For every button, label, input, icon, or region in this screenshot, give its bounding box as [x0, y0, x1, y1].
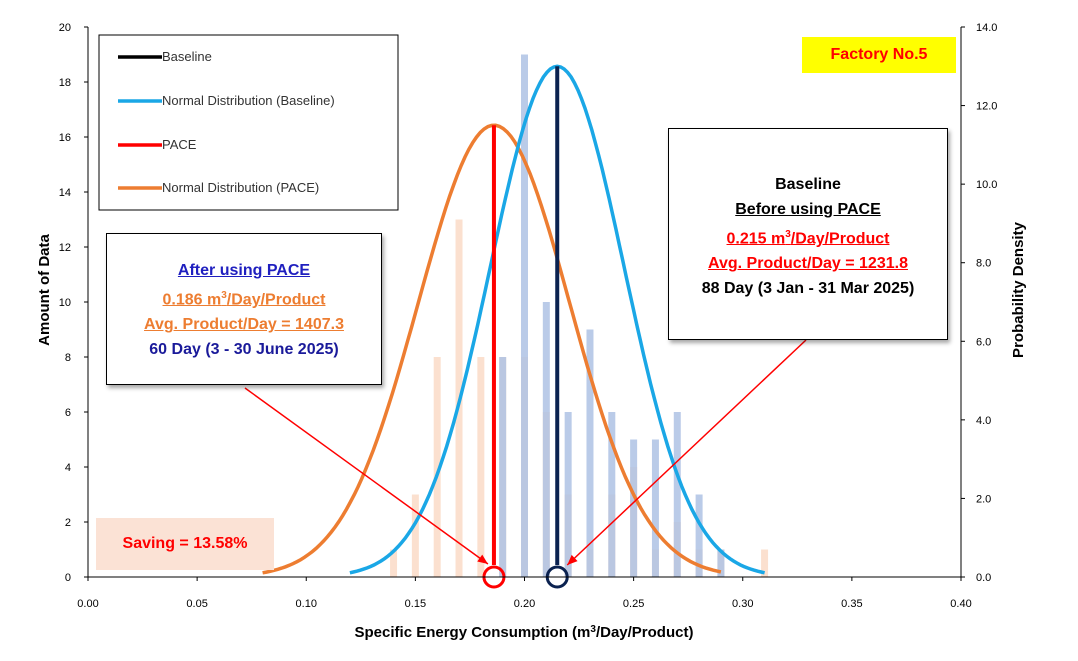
- baseline-subtitle: Before using PACE: [735, 201, 881, 218]
- y-tick-label: 10: [59, 297, 71, 309]
- arrow-baseline: [566, 339, 807, 566]
- x-tick-label: 0.25: [623, 598, 644, 610]
- factory-label: Factory No.5: [802, 37, 956, 73]
- axes: [84, 26, 965, 581]
- y2-tick-label: 4.0: [976, 415, 991, 427]
- y2-tick-label: 6.0: [976, 336, 991, 348]
- y-tick-label: 6: [65, 407, 71, 419]
- pace-bar: [433, 357, 441, 577]
- baseline-bar: [608, 412, 616, 577]
- y2-tick-label: 8.0: [976, 258, 991, 270]
- baseline-bar: [542, 302, 550, 577]
- baseline-box: Baseline Before using PACE 0.215 m3/Day/…: [668, 128, 948, 340]
- y-axis-title: Amount of Data: [36, 234, 53, 346]
- saving-label: Saving = 13.58%: [96, 518, 274, 570]
- x-tick-label: 0.20: [514, 598, 535, 610]
- baseline-bar: [499, 357, 507, 577]
- legend-label-normal-baseline: Normal Distribution (Baseline): [162, 93, 335, 108]
- baseline-title: Baseline: [775, 176, 841, 193]
- arrow-after-head: [477, 554, 488, 564]
- after-sec: 0.186 m3/Day/Product: [162, 290, 326, 309]
- x-tick-label: 0.15: [405, 598, 426, 610]
- y-tick-label: 4: [65, 462, 71, 474]
- y-tick-label: 2: [65, 517, 71, 529]
- y2-tick-label: 14.0: [976, 22, 997, 34]
- legend: Baseline Normal Distribution (Baseline) …: [98, 34, 399, 211]
- y-tick-label: 16: [59, 132, 71, 144]
- baseline-period: 88 Day (3 Jan - 31 Mar 2025): [701, 280, 915, 298]
- y2-axis-title: Probability Density: [1010, 221, 1027, 358]
- baseline-histogram: [499, 54, 725, 577]
- legend-label-pace: PACE: [162, 137, 197, 152]
- y2-tick-label: 2.0: [976, 493, 991, 505]
- y-tick-label: 12: [59, 242, 71, 254]
- x-tick-label: 0.35: [841, 598, 862, 610]
- baseline-bar: [564, 412, 572, 577]
- pace-bar: [477, 357, 485, 577]
- baseline-bar: [521, 54, 528, 577]
- y-tick-label: 8: [65, 352, 71, 364]
- after-period: 60 Day (3 - 30 June 2025): [149, 341, 339, 359]
- baseline-bar: [651, 439, 659, 577]
- pace-bar: [411, 494, 419, 577]
- arrow-after: [244, 387, 489, 565]
- pace-bar: [761, 549, 769, 577]
- y2-tick-label: 12.0: [976, 101, 997, 113]
- pace-bar: [390, 549, 398, 577]
- baseline-bar: [695, 494, 703, 577]
- x-tick-label: 0.40: [950, 598, 971, 610]
- legend-label-normal-pace: Normal Distribution (PACE): [162, 180, 319, 195]
- legend-label-baseline: Baseline: [162, 49, 212, 64]
- y-tick-label: 0: [65, 572, 71, 584]
- x-tick-label: 0.30: [732, 598, 753, 610]
- x-tick-label: 0.05: [186, 598, 207, 610]
- after-avg: Avg. Product/Day = 1407.3: [144, 316, 344, 334]
- callout-arrows: [244, 339, 807, 566]
- baseline-bar: [673, 412, 681, 577]
- after-pace-box: After using PACE 0.186 m3/Day/Product Av…: [106, 233, 382, 385]
- baseline-avg: Avg. Product/Day = 1231.8: [708, 255, 908, 273]
- x-axis-title: Specific Energy Consumption (m3/Day/Prod…: [355, 624, 694, 641]
- normal-curve-pace: [262, 123, 722, 575]
- y2-tick-label: 10.0: [976, 179, 997, 191]
- y-tick-label: 14: [59, 187, 71, 199]
- after-title: After using PACE: [177, 262, 311, 279]
- baseline-bar: [717, 549, 725, 577]
- y-tick-label: 20: [59, 22, 71, 34]
- x-tick-label: 0.00: [77, 598, 98, 610]
- baseline-bar: [586, 329, 594, 577]
- arrow-baseline-head: [567, 554, 578, 565]
- y2-tick-label: 0.0: [976, 572, 991, 584]
- tick-labels: 0.00 0.05 0.10 0.15 0.20 0.25 0.30 0.35 0.40 0 2 4 6…: [59, 22, 998, 610]
- x-tick-label: 0.10: [296, 598, 317, 610]
- y-tick-label: 18: [59, 77, 71, 89]
- baseline-sec: 0.215 m3/Day/Product: [726, 229, 890, 248]
- baseline-bar: [630, 439, 638, 577]
